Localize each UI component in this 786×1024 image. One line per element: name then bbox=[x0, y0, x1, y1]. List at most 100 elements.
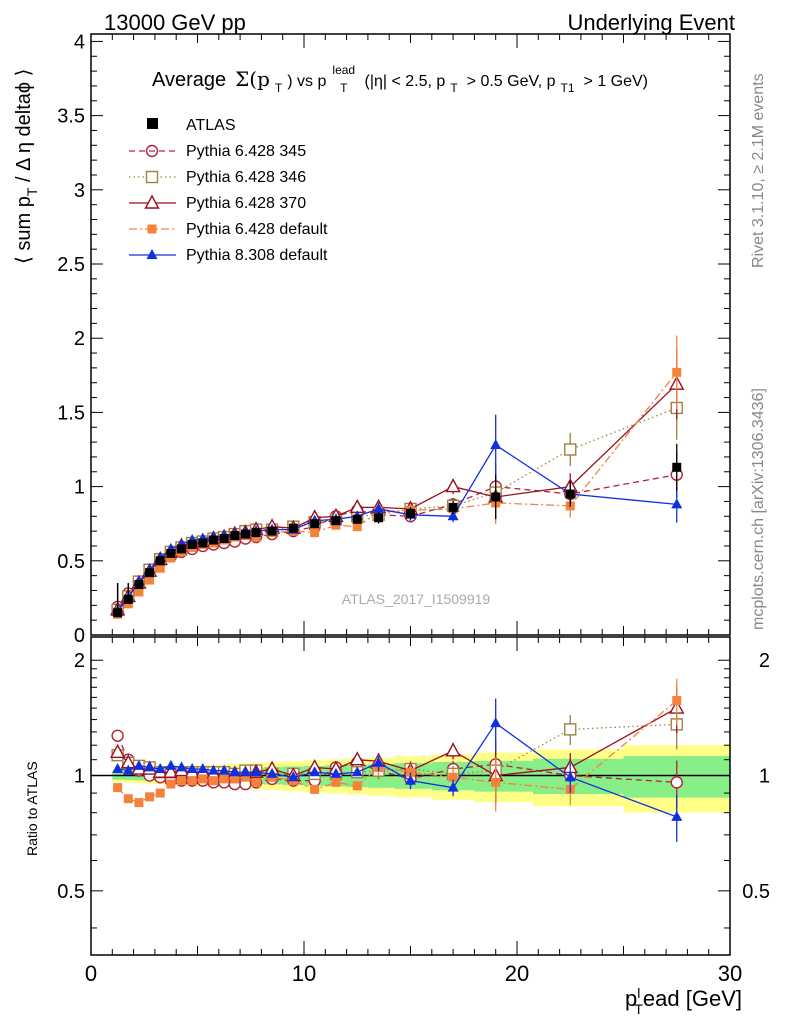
legend-label-atlas: ATLAS bbox=[186, 117, 236, 134]
data-point bbox=[113, 783, 123, 793]
data-point bbox=[349, 751, 365, 766]
legend: ATLAS Pythia 6.428 345 Pythia 6.428 346 … bbox=[129, 117, 328, 264]
main-y-tick-label: 0.5 bbox=[57, 551, 85, 573]
data-point bbox=[144, 761, 156, 772]
x-tick-label: 10 bbox=[292, 961, 316, 986]
data-point bbox=[177, 544, 187, 554]
data-point bbox=[351, 766, 363, 777]
series-pythia-6-428-370 bbox=[109, 349, 685, 616]
data-point bbox=[155, 788, 165, 798]
main-y-tick-label: 1 bbox=[74, 477, 85, 499]
ratio-y-tick-label: 0.5 bbox=[57, 881, 85, 903]
data-point bbox=[155, 563, 165, 573]
mcplots-label: mcplots.cern.ch [arXiv:1306.3436] bbox=[750, 388, 767, 630]
data-point bbox=[219, 534, 229, 544]
data-point bbox=[111, 729, 124, 742]
data-point bbox=[352, 522, 362, 532]
data-point bbox=[373, 756, 385, 767]
data-point bbox=[197, 763, 209, 774]
main-series bbox=[109, 335, 685, 619]
data-point bbox=[491, 777, 501, 787]
series-line bbox=[117, 383, 678, 611]
data-point bbox=[122, 764, 134, 775]
data-point bbox=[165, 759, 177, 770]
legend-label-pdef6: Pythia 6.428 default bbox=[186, 221, 328, 238]
data-point bbox=[447, 781, 459, 792]
ratio-series bbox=[109, 678, 685, 842]
main-y-tick-label: 1.5 bbox=[57, 402, 85, 424]
data-point bbox=[123, 594, 133, 604]
data-point bbox=[145, 568, 155, 578]
data-point bbox=[672, 367, 682, 377]
main-y-ticks: 0 0.5 1 1.5 2 2.5 3 3.5 4 bbox=[57, 31, 730, 647]
series-line bbox=[117, 371, 678, 615]
data-point bbox=[240, 529, 250, 539]
data-point bbox=[230, 531, 240, 541]
series-pythia-8-308-default bbox=[112, 414, 683, 616]
data-point bbox=[109, 743, 126, 758]
ratio-y-ticks: 0.5 1 2 0.5 1 2 bbox=[57, 650, 770, 929]
data-point bbox=[406, 508, 415, 518]
x-tick-label: 20 bbox=[505, 961, 529, 986]
series-line bbox=[117, 444, 677, 612]
data-point bbox=[208, 535, 218, 545]
chart-title: Average Σ(p T ) vs p lead T (|η| < 2.5, … bbox=[152, 58, 648, 96]
data-point bbox=[218, 764, 230, 775]
data-point bbox=[310, 519, 320, 529]
data-point bbox=[113, 608, 123, 618]
main-y-tick-label: 3.5 bbox=[57, 106, 85, 128]
data-point bbox=[198, 774, 208, 784]
data-point bbox=[448, 502, 458, 512]
data-point bbox=[564, 443, 577, 456]
analysis-watermark: ATLAS_2017_I1509919 bbox=[342, 591, 491, 607]
data-point bbox=[208, 776, 218, 786]
data-point bbox=[134, 580, 144, 590]
series-pythia-8-308-default bbox=[112, 698, 683, 842]
data-point bbox=[177, 776, 187, 786]
data-point bbox=[123, 794, 133, 804]
data-point bbox=[166, 548, 176, 558]
data-point bbox=[565, 489, 575, 499]
data-point bbox=[406, 767, 415, 777]
data-point bbox=[133, 759, 145, 770]
data-point bbox=[198, 538, 208, 548]
legend-label-p345: Pythia 6.428 345 bbox=[186, 143, 306, 160]
data-point bbox=[145, 792, 155, 802]
data-point bbox=[240, 772, 250, 782]
legend-marker-p370 bbox=[144, 194, 160, 209]
data-point bbox=[352, 514, 362, 524]
data-point bbox=[309, 766, 321, 777]
data-point bbox=[331, 777, 341, 787]
data-point bbox=[207, 764, 219, 775]
legend-label-p346: Pythia 6.428 346 bbox=[186, 169, 306, 186]
ratio-panel: 0.5 1 2 0.5 1 2 0 10 20 30 Ratio to ATLAS pl Tead… bbox=[24, 636, 770, 1017]
data-point bbox=[330, 767, 342, 778]
data-point bbox=[445, 478, 461, 493]
x-axis-label: pl Tead [GeV] bbox=[625, 985, 742, 1017]
main-y-axis-label: ⟨ sum pT / Δ η deltaϕ ⟩ bbox=[13, 69, 40, 264]
data-point bbox=[445, 742, 461, 757]
data-point bbox=[671, 498, 683, 509]
data-point bbox=[490, 717, 502, 728]
data-point bbox=[187, 776, 197, 786]
data-point bbox=[405, 774, 416, 785]
data-point bbox=[672, 696, 682, 706]
ratio-y-tick-label: 1 bbox=[74, 766, 85, 788]
data-point bbox=[331, 516, 341, 526]
data-point bbox=[134, 798, 144, 808]
data-point bbox=[155, 556, 165, 566]
data-point bbox=[670, 776, 683, 789]
data-point bbox=[448, 772, 458, 782]
data-point bbox=[564, 771, 576, 782]
legend-marker-p346 bbox=[145, 170, 159, 184]
main-panel: 0 0.5 1 1.5 2 2.5 3 3.5 4 Average Σ(p T ) vs p l… bbox=[13, 31, 731, 647]
legend-marker-pdef8 bbox=[146, 249, 158, 259]
main-y-tick-label: 0 bbox=[74, 625, 85, 647]
main-y-tick-label: 2.5 bbox=[57, 254, 85, 276]
data-point bbox=[219, 774, 229, 784]
data-point bbox=[250, 766, 262, 777]
series-atlas bbox=[113, 443, 682, 618]
data-point bbox=[145, 575, 155, 585]
data-point bbox=[251, 777, 261, 787]
ratio-y-tick-label-right: 2 bbox=[759, 650, 770, 672]
